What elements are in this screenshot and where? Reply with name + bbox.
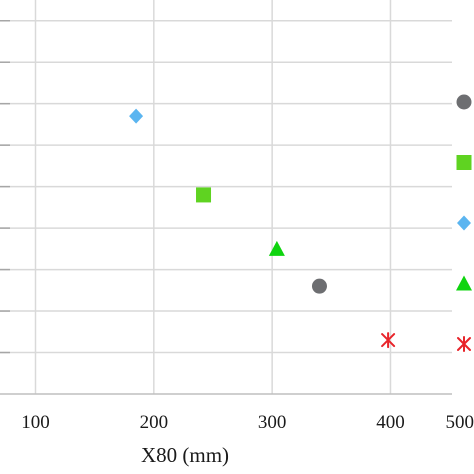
legend-marker-asterisk [457, 336, 471, 352]
x-tick-label: 300 [258, 412, 287, 433]
legend-marker-circle [456, 94, 472, 110]
x-tick-label: 200 [140, 412, 169, 433]
data-point-circle [311, 278, 327, 294]
x-axis-title: X80 (mm) [141, 443, 229, 467]
legend-marker-triangle [456, 275, 472, 291]
x-tick-label: 400 [376, 412, 405, 433]
data-point-triangle [268, 240, 285, 256]
legend-marker-diamond [457, 215, 471, 231]
data-point-asterisk [381, 332, 396, 349]
data-point-diamond [129, 108, 144, 124]
x-tick-labels: 100 200 300 400 500 [21, 412, 474, 433]
data-points [129, 108, 396, 349]
x-tick-label: 100 [21, 412, 50, 433]
x-tick-label: 500 [446, 412, 474, 433]
data-point-square [196, 187, 212, 203]
grid-lines [0, 0, 452, 394]
legend-marker-square [456, 155, 472, 170]
legend [456, 94, 472, 352]
